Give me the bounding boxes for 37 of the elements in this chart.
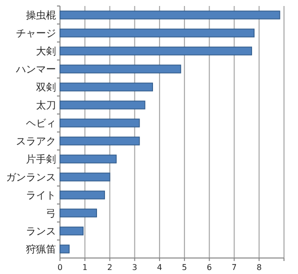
y-tick-label: ハンマー (15, 64, 56, 76)
bar (60, 100, 146, 110)
x-tick-label: 4 (157, 263, 162, 272)
x-tick-label: 2 (107, 263, 112, 272)
y-tick-label: ヘビィ (26, 118, 56, 130)
bar (60, 172, 110, 182)
bar (60, 28, 255, 38)
y-tick-label: 大剣 (36, 46, 56, 58)
y-tick-label: ガンランス (6, 172, 56, 184)
bar (60, 10, 280, 20)
x-tick-label: 1 (82, 263, 88, 272)
x-tick-label: 3 (132, 263, 138, 272)
y-tick-label: ランス (26, 226, 56, 238)
bar (60, 82, 153, 92)
bar (60, 46, 252, 56)
y-tick-label: 狩猟笛 (26, 244, 56, 256)
bar (60, 64, 182, 74)
y-tick-label: チャージ (16, 28, 56, 40)
bar (60, 244, 70, 254)
y-tick-label: スラアク (16, 136, 56, 148)
bar (60, 190, 105, 200)
bar (60, 226, 84, 236)
bar (60, 208, 97, 218)
x-tick-label: 0 (57, 263, 63, 272)
bar (60, 136, 140, 146)
x-tick-label: 7 (232, 263, 237, 272)
y-tick-label: 操虫棍 (26, 10, 56, 22)
y-tick-label: 片手剣 (26, 154, 56, 166)
bar (60, 154, 117, 164)
x-tick-label: 8 (256, 263, 262, 272)
x-tick-label: 6 (206, 263, 212, 272)
y-tick-label: 太刀 (36, 100, 56, 112)
x-tick-label: 5 (182, 263, 187, 272)
bar (60, 118, 140, 128)
y-tick-label: 弓 (46, 208, 56, 220)
y-tick-label: ライト (26, 190, 56, 202)
y-tick-label: 双剣 (36, 82, 56, 94)
